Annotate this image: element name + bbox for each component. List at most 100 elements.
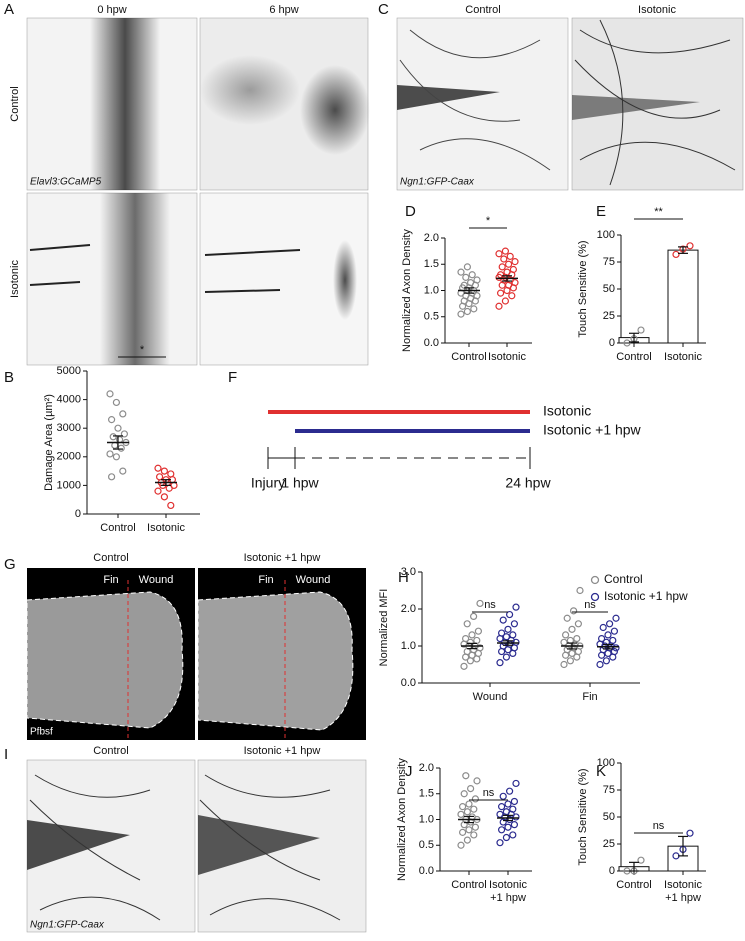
significance-label: * — [486, 215, 491, 227]
panel-letter: I — [4, 746, 8, 763]
data-point — [498, 803, 506, 811]
x-tick-label: Isotonic — [488, 351, 526, 363]
region-label: Wound — [296, 574, 331, 586]
x-tick-label: Wound — [473, 691, 508, 703]
timeline-label: Isotonic — [543, 403, 591, 419]
data-point — [504, 800, 512, 808]
data-point — [459, 803, 467, 811]
y-tick-label: 5000 — [57, 365, 81, 377]
data-point — [508, 292, 516, 300]
data-point — [511, 258, 519, 266]
data-point — [569, 607, 578, 615]
bar — [667, 249, 699, 344]
panel-letter: D — [405, 203, 416, 220]
data-point — [470, 305, 478, 313]
y-tick-label: 50 — [603, 811, 615, 823]
data-point — [502, 833, 510, 842]
y-tick-label: 50 — [603, 283, 615, 295]
data-point — [604, 631, 612, 639]
y-tick-label: 2.0 — [401, 603, 416, 615]
image-caption: Elavl3:GCaMP5 — [30, 177, 102, 188]
y-axis-label: Normalized MFI — [378, 589, 390, 667]
region-label: Wound — [139, 574, 174, 586]
data-point — [114, 424, 122, 432]
data-point — [495, 250, 503, 258]
data-point — [610, 647, 619, 656]
x-tick-label: Control — [616, 879, 651, 891]
image-caption: Ngn1:GFP-Caax — [400, 177, 475, 188]
data-point — [512, 603, 520, 611]
data-point — [160, 467, 168, 475]
x-tick-label: Control — [616, 351, 651, 363]
data-point — [686, 242, 694, 250]
data-point — [596, 660, 604, 669]
data-point — [512, 779, 520, 788]
data-point — [462, 772, 470, 780]
data-point — [609, 636, 617, 645]
data-point — [460, 662, 468, 670]
x-tick-label: Isotonic — [664, 879, 702, 891]
data-point — [499, 792, 507, 800]
data-point — [106, 390, 114, 398]
data-point — [637, 326, 645, 334]
data-point — [457, 310, 465, 318]
data-point — [506, 610, 514, 619]
data-point — [111, 441, 119, 449]
data-point — [637, 856, 645, 864]
x-tick-label: Isotonic — [664, 351, 702, 363]
data-point — [560, 660, 568, 669]
y-tick-label: 0.5 — [424, 311, 439, 323]
data-point — [109, 433, 117, 441]
significance-label: * — [140, 344, 145, 356]
data-point — [112, 398, 121, 407]
data-point — [599, 646, 607, 654]
column-label: Control — [93, 745, 128, 757]
data-point — [470, 805, 478, 813]
data-point — [623, 339, 631, 347]
data-point — [463, 836, 471, 844]
panel-letter: A — [4, 1, 14, 18]
data-point — [457, 841, 465, 849]
region-label: Fin — [258, 574, 273, 586]
data-point — [457, 810, 465, 818]
y-axis-label: Normalized Axon Density — [401, 229, 413, 352]
panel-letter: B — [4, 369, 14, 386]
data-point — [597, 634, 606, 643]
data-point — [462, 634, 470, 643]
data-point — [509, 831, 517, 839]
y-tick-label: 2.0 — [419, 762, 434, 774]
data-point — [156, 473, 164, 481]
data-point — [473, 636, 481, 645]
data-point — [498, 263, 506, 271]
data-point — [560, 638, 568, 646]
data-point — [504, 823, 512, 831]
data-point — [471, 795, 479, 803]
data-point — [497, 289, 505, 297]
region-label: Fin — [103, 574, 118, 586]
y-tick-label: 0 — [75, 508, 81, 520]
y-tick-label: 1.0 — [419, 813, 434, 825]
data-point — [167, 501, 175, 510]
panel-letter: C — [378, 1, 389, 18]
data-point — [563, 614, 571, 622]
timeline-label: Isotonic +1 hpw — [543, 422, 642, 438]
data-point — [502, 808, 510, 816]
column-label: Isotonic +1 hpw — [244, 745, 321, 757]
legend-label: Control — [604, 572, 643, 586]
data-point — [574, 620, 583, 628]
y-axis-label: Normalized Axon Density — [396, 758, 408, 881]
row-label: Control — [9, 86, 21, 121]
significance-label: ** — [654, 206, 663, 218]
data-point — [672, 250, 680, 259]
x-tick-label: +1 hpw — [490, 892, 526, 904]
data-point — [165, 484, 173, 492]
y-tick-label: 1.5 — [419, 788, 434, 800]
image-caption: Pfbsf — [30, 727, 53, 738]
data-point — [467, 784, 475, 793]
legend-swatch — [590, 575, 600, 585]
data-point — [498, 629, 506, 637]
x-tick-label: Control — [451, 879, 486, 891]
timeline — [267, 410, 531, 469]
data-point — [612, 614, 620, 622]
